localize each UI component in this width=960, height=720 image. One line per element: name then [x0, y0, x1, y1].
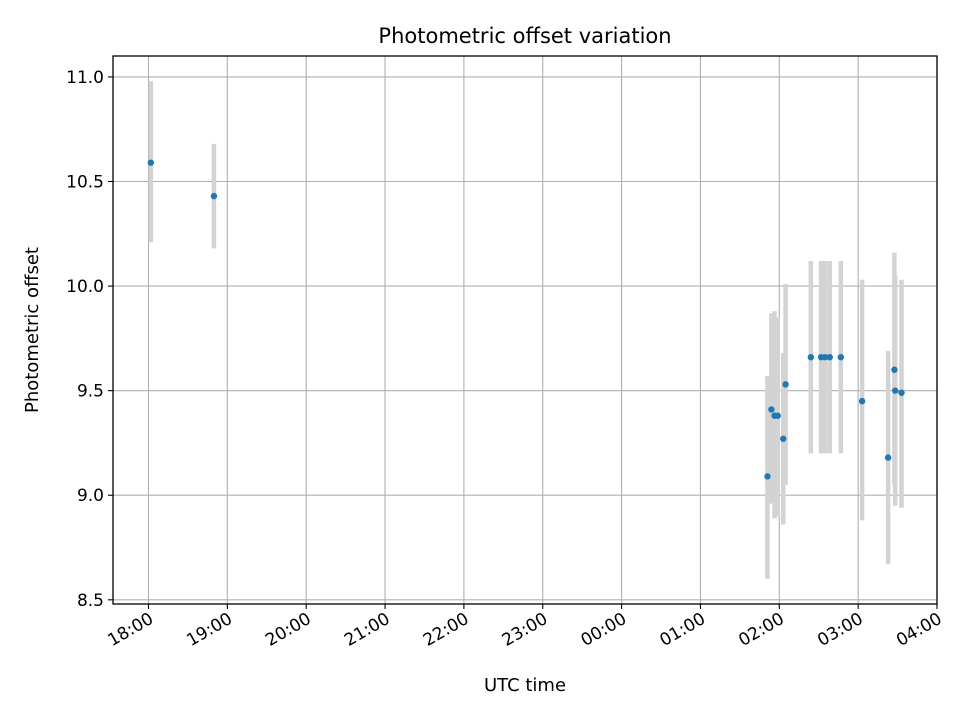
y-tick-label: 10.5: [66, 172, 104, 192]
data-point: [892, 387, 899, 394]
y-tick-label: 8.5: [77, 591, 104, 611]
data-point: [807, 353, 815, 361]
data-point: [147, 159, 155, 166]
data-points: [147, 159, 905, 480]
data-point: [768, 406, 775, 413]
data-point: [891, 366, 898, 373]
x-axis-title: UTC time: [484, 675, 566, 696]
data-point: [780, 435, 787, 442]
plot-area-frame: [112, 55, 938, 605]
data-point: [210, 192, 218, 200]
data-point: [858, 397, 866, 405]
data-point: [821, 353, 829, 361]
y-axis-title: Photometric offset: [22, 247, 43, 413]
data-point: [884, 454, 892, 461]
data-point: [774, 412, 781, 419]
y-tick-label: 9.0: [77, 486, 104, 506]
chart-title: Photometric offset variation: [378, 24, 671, 48]
data-point: [782, 381, 789, 388]
y-tick-label: 11.0: [66, 68, 104, 88]
data-point: [837, 353, 845, 361]
y-tick-label: 9.5: [77, 382, 104, 402]
data-point: [826, 353, 833, 361]
y-tick-label: 10.0: [66, 277, 104, 297]
data-point: [898, 389, 905, 396]
data-point: [764, 473, 771, 480]
